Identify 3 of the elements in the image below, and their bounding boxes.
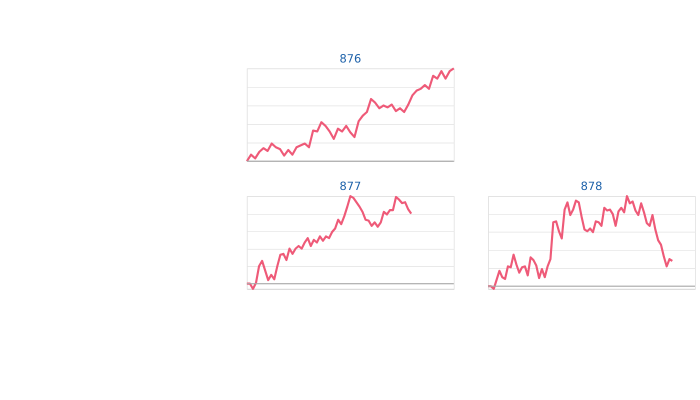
chart-title: 876 <box>339 51 362 66</box>
chart-title: 877 <box>339 179 362 194</box>
chart-title: 878 <box>580 179 602 194</box>
